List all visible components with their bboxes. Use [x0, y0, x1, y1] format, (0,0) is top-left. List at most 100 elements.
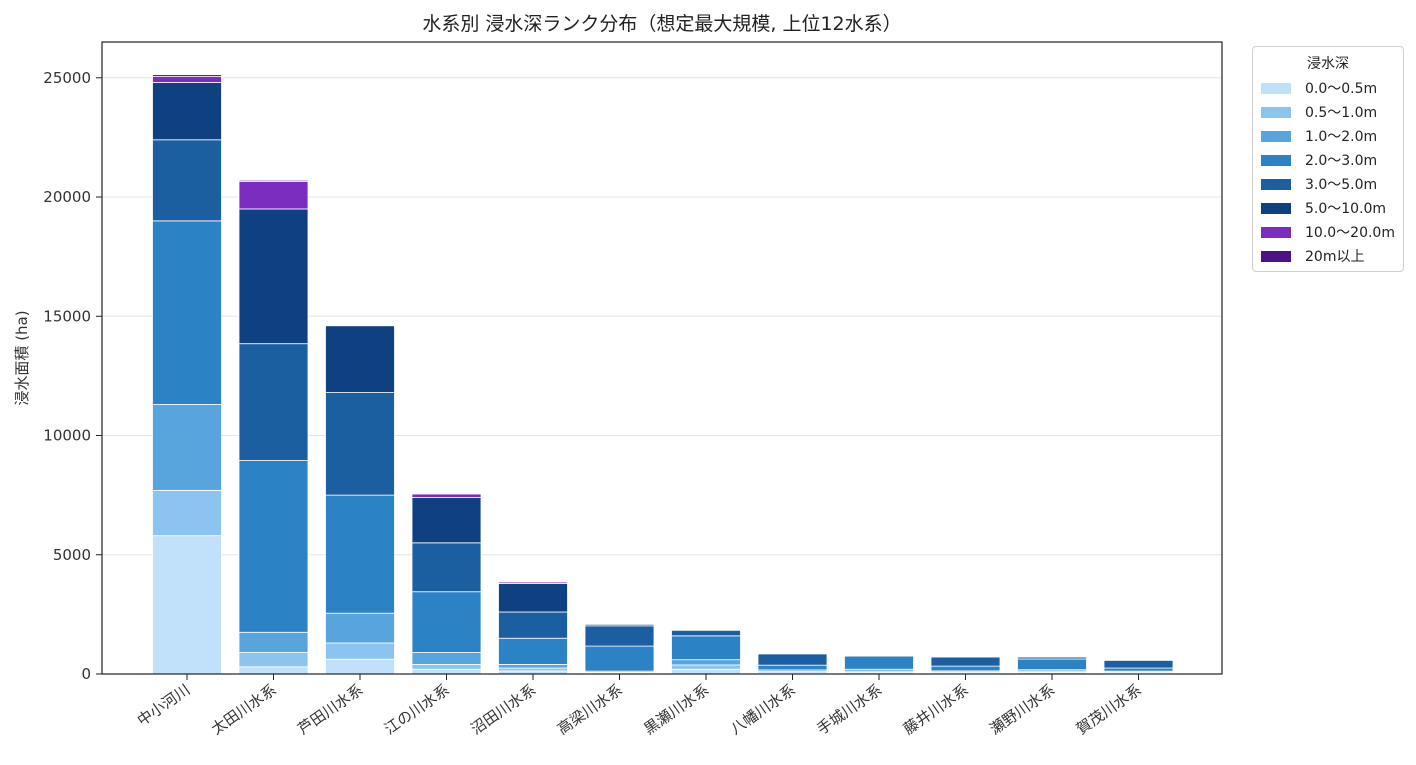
x-axis-ticks: 中小河川 太田川水系 芦田川水系 江の川水系 沼田川水系 高梁川水系 黒瀬川水系 八幡川水系手…	[134, 674, 1145, 738]
bar-segment	[411, 668, 482, 675]
bar-segment	[325, 642, 395, 660]
bar-segment	[584, 625, 655, 647]
y-tick-label: 5000	[53, 546, 91, 564]
legend-item: 0.5〜1.0m	[1253, 100, 1403, 124]
bar-segment	[498, 667, 568, 672]
bar-segment	[411, 591, 482, 653]
x-tick-label: 黒瀬川水系	[641, 681, 713, 739]
x-tick-label: 八幡川水系	[727, 681, 799, 739]
legend-item: 2.0〜3.0m	[1253, 148, 1403, 172]
x-tick-label: 藤井川水系	[900, 681, 972, 739]
bar-segment	[671, 629, 741, 637]
x-tick-label: 高梁川水系	[554, 681, 626, 739]
x-tick-label: 中小河川	[134, 681, 193, 730]
bar-segment	[238, 179, 309, 182]
bar-segment	[584, 645, 655, 672]
legend-item: 3.0〜5.0m	[1253, 172, 1403, 196]
y-tick-label: 20000	[43, 188, 91, 206]
bar-segment	[671, 635, 741, 661]
bar-segment	[757, 653, 828, 666]
bar-segment	[498, 611, 568, 639]
legend-item: 10.0〜20.0m	[1253, 220, 1403, 244]
bar-segment	[238, 208, 309, 345]
bar-segment	[671, 664, 741, 670]
bar-segment	[671, 668, 741, 675]
bar-segment	[325, 325, 395, 393]
bar-segment	[411, 652, 482, 665]
bar-segment	[325, 658, 395, 675]
legend-label: 0.0〜0.5m	[1305, 81, 1378, 97]
y-axis-ticks: 0 5000 10000 15000 20000 25000	[43, 69, 102, 683]
legend-label: 20m以上	[1305, 249, 1365, 265]
x-tick-label: 江の川水系	[381, 681, 453, 739]
legend-item: 5.0〜10.0m	[1253, 196, 1403, 220]
bar-segment	[238, 666, 309, 675]
x-tick-label: 手城川水系	[814, 681, 886, 739]
legend-item: 0.0〜0.5m	[1253, 76, 1403, 100]
bar-segment	[152, 220, 222, 405]
bar-segment	[844, 655, 914, 670]
bar-segment	[152, 74, 222, 77]
bar-segment	[584, 623, 655, 627]
y-tick-label: 25000	[43, 69, 91, 87]
bar-segment	[1017, 658, 1087, 671]
bar-segment	[844, 654, 914, 657]
y-tick-label: 15000	[43, 307, 91, 325]
legend-swatch	[1261, 178, 1291, 190]
bar-segment	[152, 82, 222, 141]
bar-segment	[238, 652, 309, 668]
legend-label: 2.0〜3.0m	[1305, 153, 1378, 169]
x-tick-label: 沼田川水系	[468, 681, 540, 739]
legend-swatch	[1261, 130, 1291, 142]
bar-segment	[411, 497, 482, 544]
legend-label: 5.0〜10.0m	[1305, 201, 1387, 217]
bar-segment	[325, 392, 395, 496]
x-tick-label: 太田川水系	[208, 681, 280, 739]
y-tick-label: 0	[81, 665, 91, 683]
bar-segment	[152, 404, 222, 491]
x-tick-label: 賀茂川水系	[1073, 681, 1145, 739]
bar-segment	[930, 656, 1001, 667]
bar-segment	[411, 664, 482, 670]
bar-segment	[757, 664, 828, 671]
x-tick-label: 芦田川水系	[295, 681, 367, 739]
bar-segment	[238, 460, 309, 633]
bar-segment	[671, 659, 741, 666]
y-tick-label: 10000	[43, 427, 91, 445]
legend-items: 0.0〜0.5m 0.5〜1.0m 1.0〜2.0m 2.0〜3.0m 3.0〜5.0m…	[1253, 76, 1403, 268]
bar-segment	[152, 535, 222, 675]
bar-segment	[411, 493, 482, 498]
bar-segment	[325, 612, 395, 644]
bar-segment	[325, 494, 395, 614]
legend-label: 3.0〜5.0m	[1305, 177, 1378, 193]
bar-segment	[238, 631, 309, 653]
bar-segment	[152, 489, 222, 537]
bar-segment	[411, 542, 482, 593]
legend-label: 10.0〜20.0m	[1305, 225, 1395, 241]
bar-segment	[238, 343, 309, 461]
y-axis-label: 浸水面積 (ha)	[13, 310, 31, 405]
legend-item: 1.0〜2.0m	[1253, 124, 1403, 148]
bar-segment	[930, 665, 1001, 672]
legend-swatch	[1261, 82, 1291, 94]
x-tick-label: 瀬野川水系	[987, 681, 1059, 739]
bar-segment	[1103, 660, 1174, 669]
legend-swatch	[1261, 154, 1291, 166]
legend-label: 1.0〜2.0m	[1305, 129, 1378, 145]
bar-segment	[498, 637, 568, 665]
legend: 浸水深 0.0〜0.5m 0.5〜1.0m 1.0〜2.0m 2.0〜3.0m 3.0〜…	[1252, 46, 1404, 272]
legend-swatch	[1261, 106, 1291, 118]
chart-title: 水系別 浸水深ランク分布（想定最大規模, 上位12水系）	[422, 13, 902, 35]
bar-segment	[152, 139, 222, 222]
bar-segment	[1103, 667, 1174, 672]
bar-segment	[1017, 656, 1087, 660]
legend-title: 浸水深	[1307, 56, 1349, 72]
bar-segment	[238, 181, 309, 210]
legend-item: 20m以上	[1253, 244, 1403, 268]
legend-label: 0.5〜1.0m	[1305, 105, 1378, 121]
legend-swatch	[1261, 250, 1291, 262]
plot-frame	[101, 41, 1223, 675]
legend-swatch	[1261, 202, 1291, 214]
bars	[152, 74, 1174, 675]
